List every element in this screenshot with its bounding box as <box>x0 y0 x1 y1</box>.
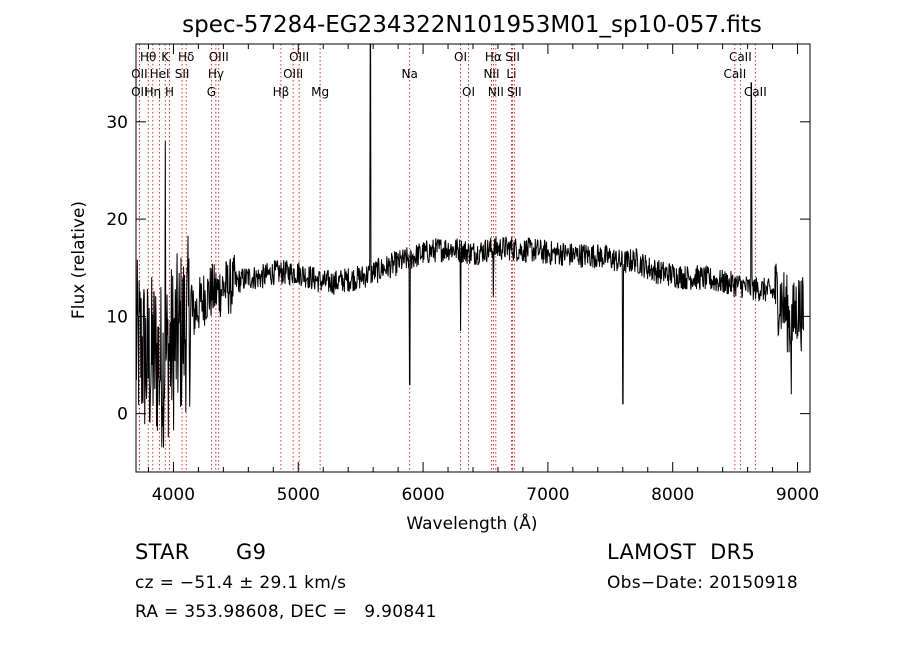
y-tick-label-0: 0 <box>117 405 128 425</box>
line-label-22: Li <box>506 67 516 81</box>
line-label-8: H <box>165 85 174 99</box>
x-axis-label: Wavelength (Å) <box>406 512 537 534</box>
line-label-2: OII <box>131 85 148 99</box>
object-class: STAR <box>135 540 190 564</box>
line-label-23: NII <box>488 85 504 99</box>
line-label-0: Hθ <box>140 50 156 64</box>
coordinates-readout: RA = 353.98608, DEC = 9.90841 <box>135 602 437 622</box>
line-label-3: K <box>161 50 170 64</box>
line-label-26: CaII <box>723 67 746 81</box>
line-label-16: Na <box>402 67 418 81</box>
line-label-1: OII <box>131 67 148 81</box>
line-label-5: Hη <box>145 85 162 99</box>
line-label-21: NII <box>483 67 499 81</box>
line-label-14: OIII <box>283 67 303 81</box>
x-tick-label-8000: 8000 <box>651 485 694 505</box>
spectrum-series <box>136 44 804 448</box>
velocity-readout: cz = −51.4 ± 29.1 km/s <box>135 573 347 593</box>
axes: 4000 5000 6000 7000 8000 9000 0 10 20 30 <box>106 44 819 505</box>
line-label-10: Hγ <box>208 67 224 81</box>
line-label-4: HeI <box>150 67 170 81</box>
line-label-18: OI <box>462 85 475 99</box>
y-tick-label-30: 30 <box>106 113 128 133</box>
line-label-9: OIII <box>209 50 229 64</box>
x-tick-label-4000: 4000 <box>152 485 195 505</box>
y-tick-label-10: 10 <box>106 307 128 327</box>
y-tick-label-20: 20 <box>106 210 128 230</box>
object-subclass: G9 <box>236 540 267 564</box>
line-label-20: SII <box>505 50 520 64</box>
line-label-6: Hδ <box>178 50 194 64</box>
line-label-27: CaII <box>744 85 767 99</box>
line-label-19: Hα <box>485 50 502 64</box>
x-tick-label-9000: 9000 <box>776 485 819 505</box>
line-label-17: OI <box>454 50 467 64</box>
y-axis-label: Flux (relative) <box>69 201 89 319</box>
line-label-15: Mg <box>311 85 329 99</box>
line-label-11: G <box>207 85 216 99</box>
line-label-12: Hβ <box>273 85 290 99</box>
line-label-13: OIII <box>289 50 309 64</box>
spectrum-line <box>136 44 804 448</box>
plot-frame <box>135 43 811 473</box>
line-label-25: CaII <box>729 50 752 64</box>
x-tick-label-5000: 5000 <box>277 485 320 505</box>
x-tick-label-7000: 7000 <box>526 485 569 505</box>
survey-name: LAMOST DR5 <box>607 540 756 564</box>
observation-date: Obs−Date: 20150918 <box>607 573 798 593</box>
chart-title: spec-57284-EG234322N101953M01_sp10-057.f… <box>182 12 762 38</box>
line-label-24: SII <box>507 85 522 99</box>
line-label-7: SII <box>175 67 190 81</box>
x-tick-label-6000: 6000 <box>401 485 444 505</box>
